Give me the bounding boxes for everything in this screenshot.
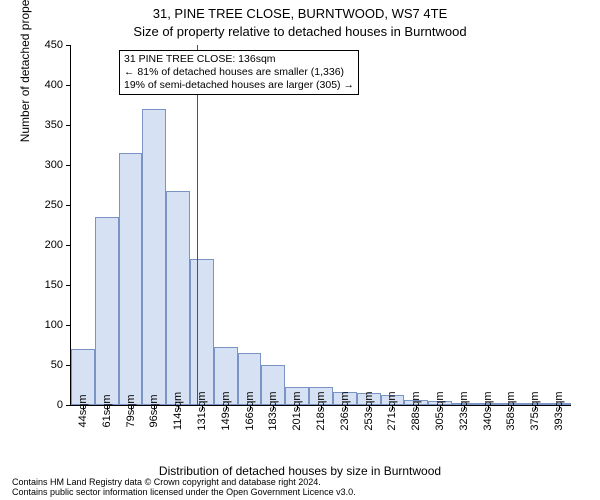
x-tick-label: 201sqm bbox=[291, 391, 303, 430]
y-axis-label: Number of detached properties bbox=[18, 0, 32, 142]
y-tick-label: 400 bbox=[45, 79, 63, 91]
y-tick bbox=[66, 325, 71, 326]
y-tick bbox=[66, 205, 71, 206]
x-tick-label: 149sqm bbox=[220, 391, 232, 430]
y-tick-label: 250 bbox=[45, 199, 63, 211]
x-tick-label: 183sqm bbox=[267, 391, 279, 430]
plot-area: 05010015020025030035040045044sqm61sqm79s… bbox=[70, 45, 571, 406]
histogram-bar bbox=[142, 109, 166, 405]
x-tick-label: 44sqm bbox=[77, 394, 89, 427]
x-tick-label: 96sqm bbox=[148, 394, 160, 427]
x-tick-label: 393sqm bbox=[553, 391, 565, 430]
x-tick-label: 375sqm bbox=[529, 391, 541, 430]
title-address: 31, PINE TREE CLOSE, BURNTWOOD, WS7 4TE bbox=[0, 6, 600, 21]
x-tick-label: 340sqm bbox=[482, 391, 494, 430]
histogram-bar bbox=[95, 217, 119, 405]
x-tick-label: 323sqm bbox=[458, 391, 470, 430]
annotation-box: 31 PINE TREE CLOSE: 136sqm ← 81% of deta… bbox=[119, 50, 359, 95]
y-tick bbox=[66, 125, 71, 126]
x-tick-label: 114sqm bbox=[172, 392, 184, 430]
x-tick-label: 131sqm bbox=[196, 391, 208, 430]
histogram-bar bbox=[190, 259, 214, 405]
title-subtitle: Size of property relative to detached ho… bbox=[0, 24, 600, 39]
x-tick-label: 166sqm bbox=[244, 391, 256, 430]
y-tick bbox=[66, 245, 71, 246]
y-tick-label: 350 bbox=[45, 119, 63, 131]
y-tick-label: 300 bbox=[45, 159, 63, 171]
y-tick-label: 200 bbox=[45, 239, 63, 251]
y-tick-label: 50 bbox=[51, 359, 63, 371]
histogram-bar bbox=[119, 153, 143, 405]
x-tick-label: 305sqm bbox=[434, 391, 446, 430]
x-axis-label: Distribution of detached houses by size … bbox=[0, 464, 600, 478]
y-tick-label: 0 bbox=[57, 399, 63, 411]
x-tick-label: 79sqm bbox=[125, 394, 137, 427]
x-tick-label: 271sqm bbox=[386, 391, 398, 430]
y-tick bbox=[66, 85, 71, 86]
chart-container: 31, PINE TREE CLOSE, BURNTWOOD, WS7 4TE … bbox=[0, 0, 600, 500]
x-tick-label: 253sqm bbox=[363, 391, 375, 430]
x-tick-label: 61sqm bbox=[101, 394, 113, 427]
y-tick-label: 100 bbox=[45, 319, 63, 331]
y-tick bbox=[66, 285, 71, 286]
annotation-line3: 19% of semi-detached houses are larger (… bbox=[124, 79, 354, 92]
footer-attribution: Contains HM Land Registry data © Crown c… bbox=[12, 478, 356, 498]
x-tick-label: 236sqm bbox=[339, 391, 351, 430]
y-tick bbox=[66, 45, 71, 46]
x-tick-label: 358sqm bbox=[505, 391, 517, 430]
y-tick-label: 150 bbox=[45, 279, 63, 291]
y-tick bbox=[66, 165, 71, 166]
y-tick-label: 450 bbox=[45, 39, 63, 51]
footer-line2: Contains public sector information licen… bbox=[12, 488, 356, 498]
annotation-line2: ← 81% of detached houses are smaller (1,… bbox=[124, 66, 354, 79]
annotation-line1: 31 PINE TREE CLOSE: 136sqm bbox=[124, 53, 354, 66]
histogram-bar bbox=[166, 191, 190, 405]
x-tick-label: 288sqm bbox=[410, 391, 422, 430]
marker-line bbox=[197, 45, 198, 405]
y-tick bbox=[66, 405, 71, 406]
x-tick-label: 218sqm bbox=[315, 391, 327, 430]
